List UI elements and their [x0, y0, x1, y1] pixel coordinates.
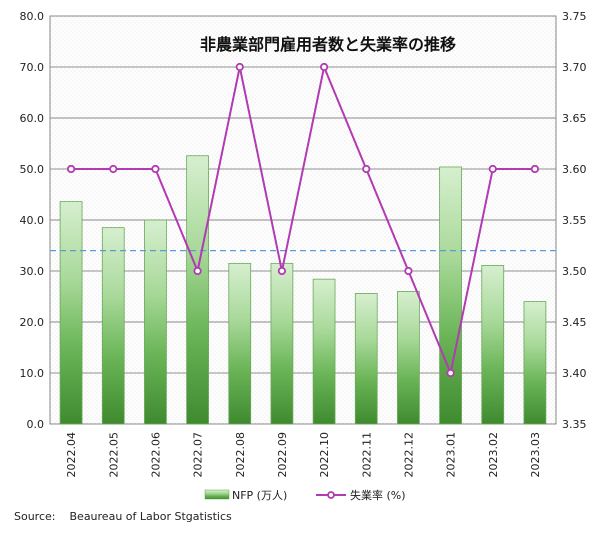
bar-nfp — [354, 293, 378, 425]
legend-swatch-rate-marker — [327, 491, 335, 499]
x-tick-label: 2022.08 — [234, 432, 247, 478]
marker-unemployment-rate — [151, 164, 160, 174]
y-left-tick-label: 70.0 — [20, 61, 45, 74]
y-axis-right: 3.35 3.40 3.45 3.50 3.55 3.60 3.65 3.70 3.75 — [562, 10, 587, 431]
bar-nfp — [397, 290, 420, 425]
marker-unemployment-rate — [446, 368, 455, 378]
marker-unemployment-rate — [193, 266, 202, 276]
y-right-tick-label: 3.50 — [562, 265, 587, 278]
source-label: Source: — [14, 510, 56, 523]
chart-title: 非農業部門雇用者数と失業率の推移 — [200, 35, 456, 54]
marker-unemployment-rate — [404, 266, 413, 276]
y-right-tick-label: 3.35 — [562, 418, 587, 431]
source-note: Source: Beaureau of Labor Stgatistics — [14, 510, 232, 523]
y-left-tick-label: 60.0 — [20, 112, 45, 125]
y-left-tick-label: 10.0 — [20, 367, 45, 380]
marker-unemployment-rate — [319, 62, 329, 72]
y-right-tick-label: 3.45 — [562, 316, 587, 329]
marker-unemployment-rate — [235, 62, 244, 72]
x-tick-label: 2022.07 — [192, 432, 205, 478]
bar-nfp — [439, 166, 462, 425]
y-left-tick-label: 80.0 — [20, 10, 45, 23]
line-unemployment-rate — [71, 63, 535, 377]
marker-unemployment-rate — [109, 164, 118, 174]
x-tick-label: 2022.11 — [360, 432, 373, 478]
bar-nfp — [59, 201, 83, 425]
source-text: Beaureau of Labor Stgatistics — [69, 510, 232, 523]
x-tick-label: 2023.01 — [445, 432, 458, 478]
y-right-tick-label: 3.40 — [562, 367, 587, 380]
bar-series — [59, 155, 547, 425]
bar-nfp — [186, 155, 209, 425]
y-left-tick-label: 20.0 — [20, 316, 45, 329]
x-tick-label: 2023.03 — [529, 432, 542, 478]
legend: NFP (万人) 失業率 (%) — [204, 488, 406, 502]
x-tick-label: 2022.04 — [65, 432, 78, 478]
y-axis-left: 0.0 10.0 20.0 30.0 40.0 50.0 60.0 70.0 80.0 — [20, 10, 45, 431]
y-right-tick-label: 3.75 — [562, 10, 587, 23]
x-tick-label: 2022.05 — [107, 432, 120, 478]
marker-unemployment-rate — [277, 266, 287, 276]
x-tick-label: 2022.09 — [276, 432, 289, 478]
y-right-tick-label: 3.55 — [562, 214, 587, 227]
line-series — [66, 62, 540, 378]
bar-nfp — [270, 262, 294, 425]
x-tick-label: 2022.12 — [402, 432, 415, 478]
legend-label-rate: 失業率 (%) — [350, 488, 406, 502]
bar-nfp — [101, 227, 125, 425]
y-right-tick-label: 3.65 — [562, 112, 587, 125]
bar-nfp — [228, 262, 252, 425]
y-left-tick-label: 40.0 — [20, 214, 45, 227]
x-axis: 2022.04 2022.05 2022.06 2022.07 2022.08 2022.… — [65, 432, 542, 478]
x-tick-label: 2022.06 — [149, 432, 162, 478]
y-left-tick-label: 0.0 — [27, 418, 45, 431]
y-right-tick-label: 3.60 — [562, 163, 587, 176]
marker-unemployment-rate — [66, 164, 76, 174]
legend-label-nfp: NFP (万人) — [232, 489, 287, 502]
bar-nfp — [523, 301, 547, 425]
marker-unemployment-rate — [530, 164, 540, 174]
y-left-tick-label: 30.0 — [20, 265, 45, 278]
legend-swatch-nfp — [204, 489, 230, 500]
y-right-tick-label: 3.70 — [562, 61, 587, 74]
marker-unemployment-rate — [488, 164, 497, 174]
x-tick-label: 2023.02 — [487, 432, 500, 478]
bar-nfp — [481, 264, 505, 425]
bar-nfp — [312, 278, 336, 425]
x-tick-label: 2022.10 — [318, 432, 331, 478]
bar-nfp — [144, 219, 167, 425]
y-left-tick-label: 50.0 — [20, 163, 45, 176]
marker-unemployment-rate — [362, 164, 371, 174]
